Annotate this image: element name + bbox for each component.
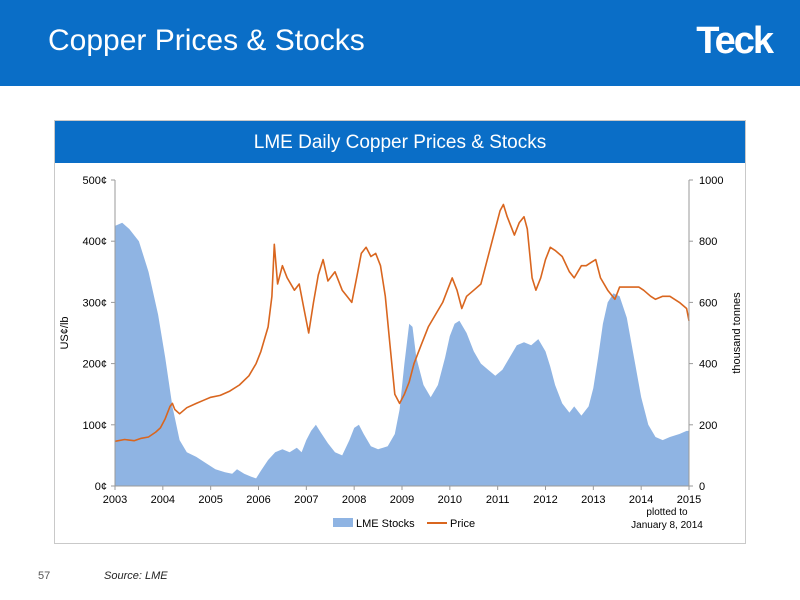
x-tick-label: 2011 bbox=[486, 494, 510, 506]
x-tick-label: 2014 bbox=[629, 494, 653, 506]
plotted-note-line2: January 8, 2014 bbox=[631, 520, 703, 531]
header-bar bbox=[0, 0, 800, 86]
x-tick-label: 2012 bbox=[533, 494, 557, 506]
y-left-tick-label: 100¢ bbox=[83, 420, 107, 432]
y-left-axis-label: US¢/lb bbox=[59, 316, 71, 349]
y-right-tick-label: 0 bbox=[699, 481, 705, 493]
x-tick-label: 2015 bbox=[677, 494, 701, 506]
y-left-tick-label: 0¢ bbox=[95, 481, 107, 493]
legend-label-lme-stocks: LME Stocks bbox=[356, 518, 415, 530]
x-tick-label: 2009 bbox=[390, 494, 414, 506]
plotted-note-line1: plotted to bbox=[646, 507, 688, 518]
legend-swatch-lme-stocks bbox=[333, 518, 353, 527]
y-right-tick-label: 400 bbox=[699, 359, 717, 371]
legend-label-price: Price bbox=[450, 518, 475, 530]
y-right-tick-label: 1000 bbox=[699, 175, 723, 187]
x-tick-label: 2013 bbox=[581, 494, 605, 506]
page-title: Copper Prices & Stocks bbox=[48, 24, 365, 57]
y-left-tick-label: 300¢ bbox=[83, 297, 107, 309]
x-tick-label: 2008 bbox=[342, 494, 366, 506]
x-tick-label: 2007 bbox=[294, 494, 318, 506]
page-number: 57 bbox=[38, 570, 51, 582]
source-note: Source: LME bbox=[104, 570, 168, 582]
chart-panel-header bbox=[55, 121, 745, 163]
y-left-tick-label: 200¢ bbox=[83, 359, 107, 371]
y-right-tick-label: 600 bbox=[699, 297, 717, 309]
y-right-tick-label: 800 bbox=[699, 236, 717, 248]
x-tick-label: 2005 bbox=[198, 494, 222, 506]
y-right-tick-label: 200 bbox=[699, 420, 717, 432]
x-tick-label: 2010 bbox=[438, 494, 462, 506]
series-price-line bbox=[114, 203, 690, 443]
series-lme-stocks-area bbox=[115, 222, 689, 487]
x-tick-label: 2004 bbox=[151, 494, 175, 506]
y-left-tick-label: 400¢ bbox=[83, 236, 107, 248]
x-tick-label: 2003 bbox=[103, 494, 127, 506]
y-right-axis-label: thousand tonnes bbox=[731, 292, 743, 374]
x-tick-label: 2006 bbox=[246, 494, 270, 506]
y-left-tick-label: 500¢ bbox=[83, 175, 107, 187]
chart-title: LME Daily Copper Prices & Stocks bbox=[253, 132, 547, 153]
teck-logo: Teck bbox=[696, 20, 774, 62]
